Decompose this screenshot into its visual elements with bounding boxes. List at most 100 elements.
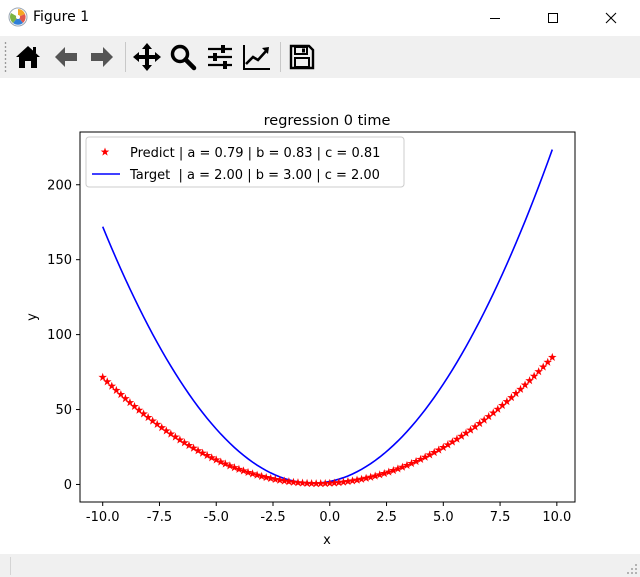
predict-point	[343, 477, 353, 486]
predict-point	[271, 474, 280, 484]
toolbar-grip[interactable]	[4, 41, 7, 73]
x-tick-label: -2.5	[260, 510, 285, 525]
back-arrow-icon	[55, 47, 77, 67]
predict-point	[516, 384, 525, 393]
x-tick-label: 5.0	[433, 510, 454, 525]
predict-point	[534, 367, 543, 376]
predict-point	[457, 431, 466, 440]
predict-point	[102, 377, 112, 386]
predict-point	[239, 466, 248, 475]
predict-point	[520, 380, 530, 389]
predict-point	[325, 478, 335, 487]
matplotlib-logo-icon	[8, 7, 28, 27]
legend: Predict | a = 0.79 | b = 0.83 | c = 0.81…	[85, 136, 405, 188]
predict-point	[366, 472, 375, 481]
predict-point	[475, 418, 484, 428]
predict-series-markers	[98, 352, 557, 488]
predict-point	[525, 376, 534, 385]
predict-point	[488, 408, 498, 417]
predict-point	[411, 456, 421, 466]
maximize-icon	[548, 13, 558, 23]
y-axis-ticks: 0 50 100 150 200	[47, 178, 80, 493]
predict-point	[352, 475, 362, 484]
predict-point	[112, 385, 121, 394]
predict-point	[357, 474, 366, 483]
predict-point	[230, 463, 239, 472]
x-axis-ticks: -10.0 -7.5 -5.0 -2.5 0.0 2.5 5.0 7.5 10.0	[86, 502, 571, 525]
toolbar-separator	[280, 42, 281, 72]
predict-point	[484, 412, 493, 421]
predict-point	[216, 457, 226, 466]
back-button[interactable]	[49, 40, 83, 74]
legend-predict-marker	[100, 147, 110, 156]
predict-point	[280, 476, 289, 485]
predict-point	[157, 423, 167, 432]
predict-point	[384, 467, 394, 476]
predict-point	[148, 416, 157, 425]
predict-point	[370, 471, 380, 480]
forward-button[interactable]	[85, 40, 119, 74]
predict-point	[416, 454, 425, 463]
zoom-button[interactable]	[166, 40, 200, 74]
predict-point	[289, 477, 298, 486]
pan-icon	[133, 43, 161, 71]
edit-axis-icon	[243, 45, 270, 70]
subplots-icon	[208, 45, 232, 69]
predict-point	[407, 458, 416, 468]
predict-point	[507, 393, 516, 402]
predict-point	[529, 371, 539, 380]
figure-canvas[interactable]: regression 0 time -10.0 -7.5 -5.0 -2.5 0.0 2.…	[0, 78, 640, 554]
predict-point	[298, 478, 307, 487]
toolbar-separator	[125, 42, 126, 72]
save-button[interactable]	[285, 40, 319, 74]
predict-point	[439, 442, 448, 452]
home-icon	[16, 46, 40, 68]
legend-predict-label: Predict | a = 0.79 | b = 0.83 | c = 0.81	[130, 146, 380, 161]
predict-point	[221, 459, 230, 468]
predict-point	[511, 388, 521, 398]
resize-grip-icon[interactable]	[626, 563, 638, 575]
predict-point	[234, 464, 244, 473]
predict-point	[284, 477, 294, 486]
predict-point	[470, 422, 480, 431]
predict-point	[171, 432, 180, 441]
predict-point	[429, 447, 439, 457]
y-tick-label: 0	[64, 478, 72, 493]
maximize-button[interactable]	[524, 0, 582, 36]
predict-point	[334, 478, 344, 487]
predict-point	[180, 438, 189, 447]
predict-point	[116, 389, 126, 399]
predict-point	[502, 397, 512, 406]
subplots-button[interactable]	[203, 40, 237, 74]
edit-axis-button[interactable]	[240, 40, 274, 74]
predict-point	[130, 401, 139, 411]
predict-point	[248, 469, 257, 478]
minimize-button[interactable]	[466, 0, 524, 36]
y-tick-label: 100	[47, 328, 72, 343]
predict-point	[375, 470, 384, 479]
predict-point	[162, 426, 171, 435]
close-icon	[605, 12, 617, 24]
predict-point	[493, 404, 503, 413]
close-button[interactable]	[582, 0, 640, 36]
predict-point	[330, 478, 339, 487]
predict-point	[121, 394, 130, 403]
predict-point	[202, 450, 212, 460]
predict-point	[307, 478, 316, 488]
predict-point	[479, 415, 489, 424]
predict-point	[379, 468, 389, 478]
x-tick-label: 2.5	[376, 510, 397, 525]
legend-box	[85, 136, 405, 188]
predict-point	[316, 479, 325, 488]
predict-point	[425, 450, 434, 459]
predict-point	[257, 471, 266, 480]
predict-point	[198, 448, 207, 457]
home-button[interactable]	[11, 40, 45, 74]
x-tick-label: 7.5	[490, 510, 511, 525]
predict-point	[498, 400, 507, 410]
plot-area	[79, 131, 576, 503]
x-tick-label: 10.0	[542, 510, 571, 525]
x-tick-label: -5.0	[204, 510, 229, 525]
predict-point	[166, 429, 176, 438]
pan-button[interactable]	[130, 40, 164, 74]
